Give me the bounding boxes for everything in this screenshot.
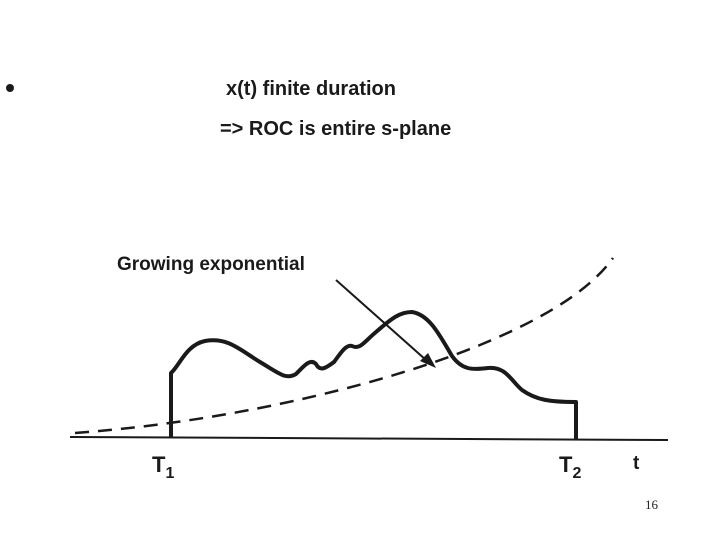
t2-subscript: 2 [572, 465, 581, 482]
growing-exponential-curve [74, 257, 615, 435]
time-axis-label: t [633, 453, 640, 474]
bullet-line-2: => ROC is entire s-plane [220, 118, 452, 140]
t1-letter: T [152, 452, 166, 477]
annotation-arrow-line [335, 279, 427, 361]
t2-label: T2 [559, 452, 581, 482]
time-axis [69, 436, 669, 441]
growing-exponential-label: Growing exponential [117, 254, 305, 275]
t1-subscript: 1 [165, 465, 174, 482]
bullet-dot [6, 84, 14, 92]
annotation-arrowhead [420, 353, 436, 368]
signal-xt-curve [169, 310, 578, 440]
t1-label: T1 [152, 452, 174, 482]
t2-letter: T [559, 452, 573, 477]
bullet-line-1: x(t) finite duration [226, 78, 396, 100]
slide-number: 16 [645, 497, 658, 512]
